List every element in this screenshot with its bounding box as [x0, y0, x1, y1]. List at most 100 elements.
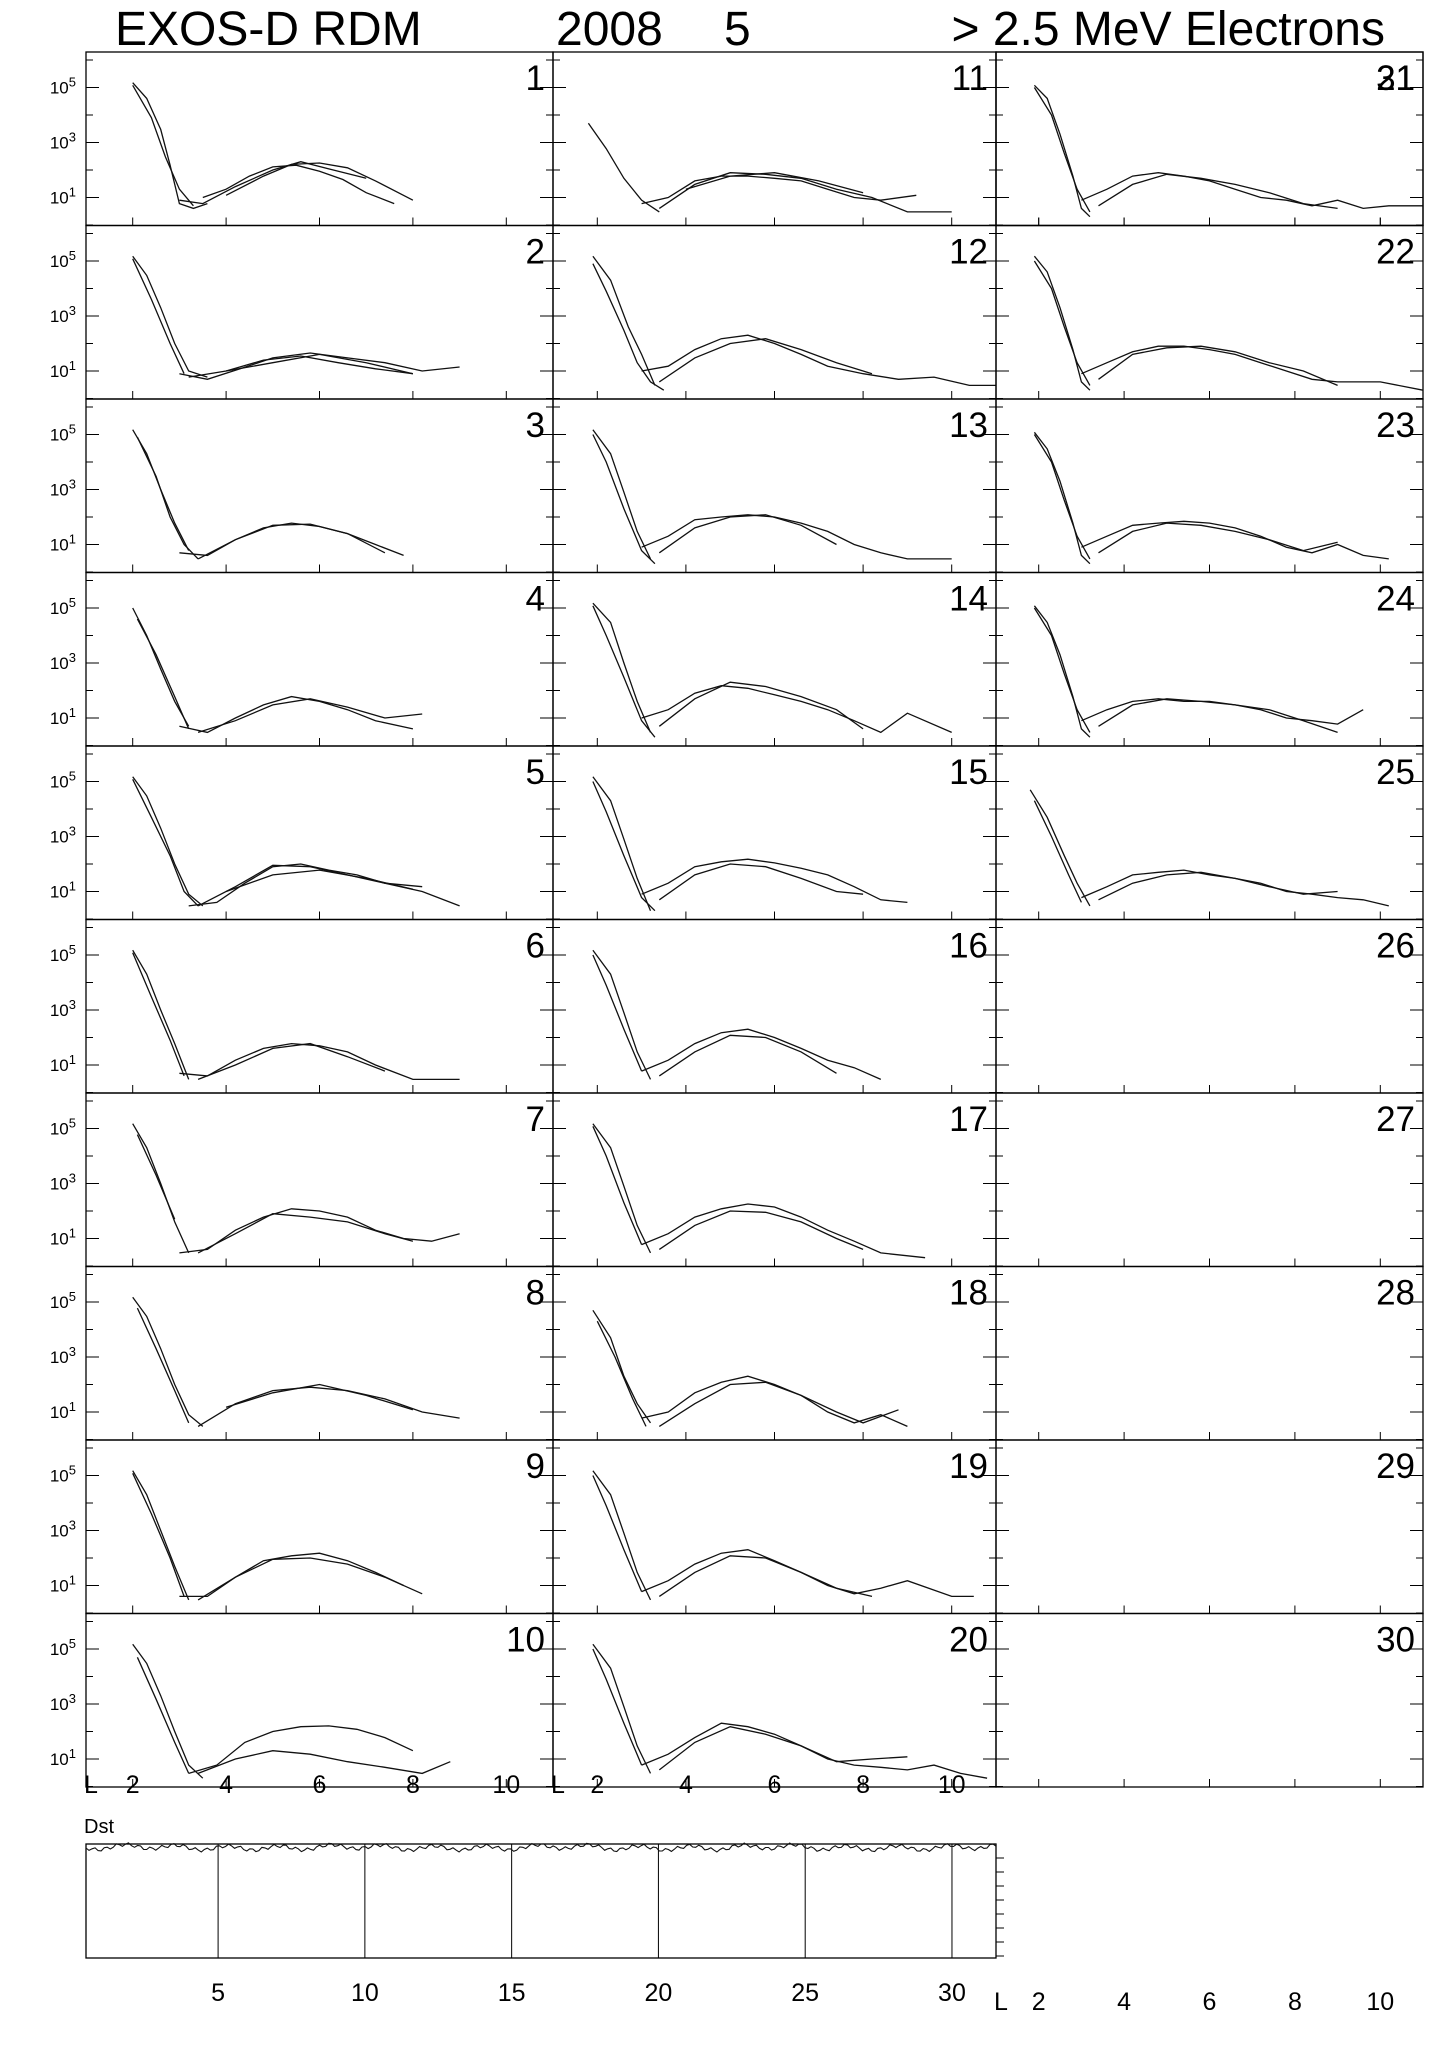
pass-line: [658, 338, 873, 383]
day-label: 2: [526, 233, 545, 272]
panel-day-13: 13: [552, 398, 997, 574]
pass-line: [658, 172, 952, 213]
panel-day-2: 2 101 103 105: [50, 224, 554, 400]
x-tick-label: 2: [126, 1771, 140, 1799]
panel-grid: 1101103105210110310531011031054101103105…: [50, 51, 1424, 1788]
day-label: 20: [949, 1621, 988, 1660]
panel-day-9: 9 101 103 105: [50, 1439, 554, 1615]
pass-line: [596, 1320, 647, 1427]
pass-line: [132, 1296, 204, 1427]
pass-line: [179, 1208, 460, 1254]
panel-frame: [85, 1092, 554, 1268]
pass-line: [132, 258, 185, 374]
panel-frame: [552, 398, 997, 574]
panel-day-18: 18: [552, 1265, 997, 1441]
day-label: 31: [1376, 59, 1415, 98]
y-tick-label: 101: [50, 532, 76, 555]
pass-line: [1033, 800, 1082, 903]
day-label: 9: [526, 1447, 545, 1486]
pass-line: [197, 523, 386, 560]
pass-line: [197, 698, 423, 734]
panel-frame: [85, 1439, 554, 1615]
y-tick-label: 103: [50, 824, 76, 847]
pass-line: [658, 1726, 908, 1771]
pass-line: [225, 162, 414, 201]
panel-frame: [995, 1265, 1424, 1441]
pass-line: [592, 1126, 643, 1245]
day-label: 25: [1376, 753, 1415, 792]
pass-line: [1033, 434, 1091, 560]
pass-line: [658, 1555, 873, 1598]
pass-line: [132, 776, 204, 907]
pass-line: [592, 1475, 643, 1592]
panel-frame: [85, 745, 554, 921]
panel-day-28: 28: [995, 1265, 1424, 1441]
y-tick-label: 103: [50, 303, 76, 326]
pass-line: [197, 1213, 414, 1254]
pass-line: [641, 685, 952, 734]
x-axis-label: L: [551, 1771, 565, 1799]
pass-line: [641, 175, 917, 205]
x-tick-label: 10: [492, 1771, 520, 1799]
pass-line: [1033, 607, 1091, 733]
pass-line: [1098, 345, 1338, 386]
panel-day-10: 10 101 103 105: [50, 1612, 554, 1788]
pass-line: [197, 1386, 460, 1427]
dst-tick-label: 15: [498, 1979, 526, 2007]
panel-day-25: 25: [995, 745, 1424, 921]
day-label: 15: [949, 753, 988, 792]
y-tick-label: 105: [50, 1636, 76, 1659]
panel-frame: [552, 1439, 997, 1615]
day-label: 28: [1376, 1274, 1415, 1313]
pass-line: [1081, 345, 1424, 391]
pass-line: [136, 1134, 176, 1220]
pass-line: [132, 952, 185, 1077]
panel-frame: [85, 398, 554, 574]
x-axis-label: L: [994, 1988, 1008, 2016]
day-label: 5: [526, 753, 545, 792]
panel-day-24: 24: [995, 571, 1424, 747]
pass-line: [1098, 173, 1338, 210]
pass-line: [136, 1307, 190, 1424]
dst-tick-label: 20: [645, 1979, 673, 2007]
pass-line: [1033, 431, 1091, 565]
y-tick-label: 101: [50, 1052, 76, 1075]
y-tick-label: 103: [50, 1518, 76, 1541]
panel-day-6: 6 101 103 105: [50, 918, 554, 1094]
pass-line: [188, 1725, 414, 1775]
x-tick-label: 6: [1203, 1988, 1217, 2016]
pass-line: [592, 1309, 652, 1424]
pass-line: [685, 172, 864, 194]
pass-line: [658, 514, 837, 554]
panel-day-27: 27: [995, 1092, 1424, 1268]
y-tick-label: 105: [50, 942, 76, 965]
panel-day-5: 5 101 103 105: [50, 745, 554, 921]
day-label: 27: [1376, 1100, 1415, 1139]
x-tick-label: 4: [1117, 1988, 1131, 2016]
panel-day-17: 17: [552, 1092, 997, 1268]
pass-line: [592, 263, 665, 391]
y-tick-label: 105: [50, 422, 76, 445]
pass-line: [132, 82, 208, 210]
y-tick-label: 103: [50, 477, 76, 500]
x-axis-label: L: [84, 1771, 98, 1799]
pass-line: [132, 779, 199, 907]
y-tick-label: 101: [50, 1399, 76, 1422]
pass-line: [1033, 260, 1091, 386]
y-tick-label: 103: [50, 130, 76, 153]
day-label: 21: [1376, 59, 1415, 98]
title-energy: > 2.5 MeV Electrons: [951, 3, 1385, 56]
pass-line: [658, 681, 864, 730]
panel-frame: [552, 745, 997, 921]
y-tick-label: 101: [50, 705, 76, 728]
panel-day-23: 23: [995, 398, 1424, 574]
panel-day-1: 1 101 103 105: [50, 51, 554, 227]
x-tick-label: 8: [406, 1771, 420, 1799]
panel-frame: [552, 1092, 997, 1268]
panel-day-29: 29: [995, 1439, 1424, 1615]
panel-frame: [552, 918, 997, 1094]
y-tick-label: 105: [50, 1463, 76, 1486]
pass-line: [641, 1549, 974, 1598]
pass-line: [197, 1042, 386, 1081]
